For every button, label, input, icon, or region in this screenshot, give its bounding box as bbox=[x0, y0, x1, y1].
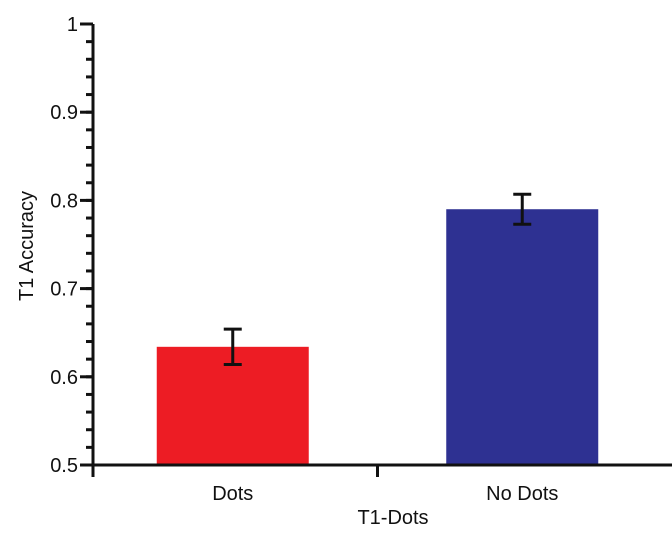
axes-layer bbox=[91, 24, 672, 467]
y-tick-label: 0.9 bbox=[50, 102, 78, 124]
y-axis-label: T1 Accuracy bbox=[16, 191, 38, 301]
y-tick-label: 0.7 bbox=[50, 279, 78, 301]
bar-no-dots bbox=[446, 209, 599, 465]
y-tick-label: 0.6 bbox=[50, 367, 78, 389]
bar-dots bbox=[156, 346, 309, 465]
x-axis-label: T1-Dots bbox=[357, 507, 428, 529]
x-tick-label: Dots bbox=[212, 483, 253, 505]
error-bar-dots bbox=[223, 327, 242, 366]
y-tick-label: 0.5 bbox=[50, 455, 78, 477]
bars-layer bbox=[156, 209, 599, 465]
error-bars-layer bbox=[223, 192, 532, 366]
y-tick-label: 0.8 bbox=[50, 190, 78, 212]
x-tick-label: No Dots bbox=[486, 483, 558, 505]
error-bar-no-dots bbox=[513, 192, 532, 226]
y-ticks-layer: 0.5 0.6 0.7 0.8 0.9 1 bbox=[50, 14, 93, 477]
x-ticks-layer: Dots No Dots bbox=[91, 465, 558, 505]
y-tick-label: 1 bbox=[67, 14, 78, 36]
